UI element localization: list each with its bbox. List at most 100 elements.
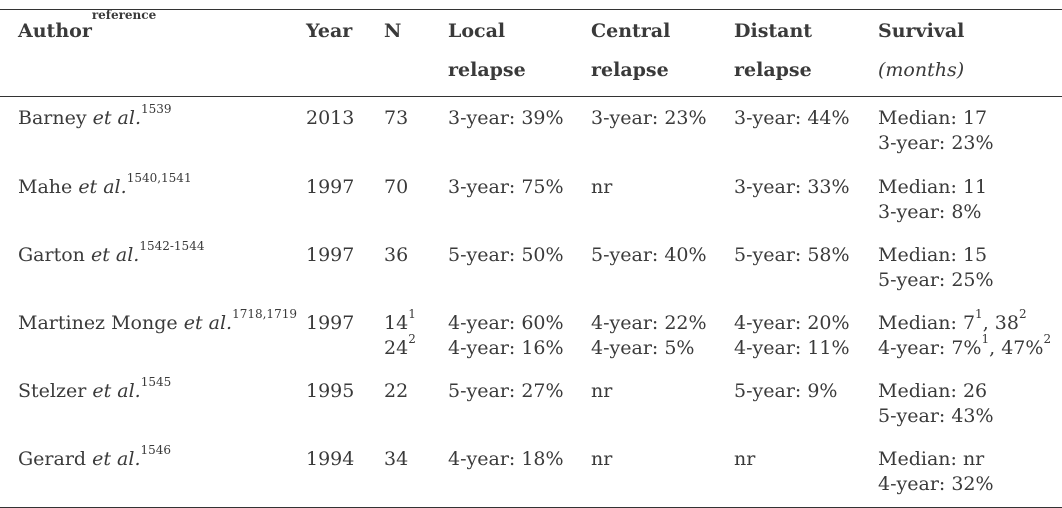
cell-year: 1997 (306, 175, 355, 198)
header-year-label: Year (306, 20, 353, 42)
results-table: Authorreference Year N Local relapse Cen… (0, 9, 1062, 508)
header-local-relapse: Local relapse (430, 10, 573, 97)
n-value: 36 (384, 243, 409, 266)
author-name: Mahe (18, 175, 73, 198)
central-value: 3-year: 23% (591, 107, 707, 129)
local-value: 5-year: 50% (448, 243, 564, 266)
n-superscript: 1 (408, 306, 416, 321)
cell-distant-relapse: 5-year: 58% (716, 234, 860, 302)
local-value: 4-year: 16% (448, 336, 564, 359)
author-etal: et al. (183, 311, 233, 334)
survival-superscript: 2 (1018, 306, 1027, 321)
author-etal: et al. (90, 243, 140, 266)
table-row: Garton et al.1542-1544 1997 36 5-year: 50% 5… (0, 234, 1062, 302)
reference-superscript: 1546 (140, 442, 172, 457)
cell-n: 36 (366, 234, 430, 302)
n-value: 70 (384, 175, 409, 198)
cell-author: Gerard et al.1546 (0, 438, 288, 508)
cell-survival: Median: 71, 382 4-year: 7%1, 47%2 (860, 302, 1062, 370)
survival-value: 4-year: 7%1, 47%2 (878, 333, 1062, 361)
cell-distant-relapse: 4-year: 20% 4-year: 11% (716, 302, 860, 370)
header-distant-relapse: Distant relapse (716, 10, 860, 97)
table-row: Barney et al.1539 2013 73 3-year: 39% 3-year… (0, 97, 1062, 166)
cell-local-relapse: 3-year: 75% (430, 166, 573, 234)
n-value-line: 36 (384, 243, 430, 268)
local-value: 4-year: 60% (448, 311, 564, 334)
n-value-line: 141 (384, 308, 430, 336)
n-value: 24 (384, 336, 409, 359)
central-value: 5-year: 40% (591, 243, 707, 266)
cell-central-relapse: nr (573, 166, 716, 234)
header-central-relapse: Central relapse (573, 10, 716, 97)
reference-superscript: 1718,1719 (232, 306, 297, 321)
cell-distant-relapse: 5-year: 9% (716, 370, 860, 438)
n-value-line: 34 (384, 447, 430, 472)
reference-superscript: 1545 (140, 374, 172, 389)
header-distant-line2: relapse (734, 59, 812, 81)
survival-value: 3-year: 8% (878, 200, 982, 223)
survival-value: 3-year: 23% (878, 132, 994, 154)
cell-central-relapse: nr (573, 438, 716, 508)
author-name: Martinez Monge (18, 311, 178, 334)
local-value: 3-year: 75% (448, 175, 564, 198)
cell-local-relapse: 3-year: 39% (430, 97, 573, 166)
cell-author: Mahe et al.1540,1541 (0, 166, 288, 234)
header-author: Authorreference (0, 9, 288, 97)
distant-value: 3-year: 33% (734, 175, 850, 198)
cell-n: 73 (366, 97, 430, 166)
n-value: 14 (384, 311, 409, 334)
results-table-container: Authorreference Year N Local relapse Cen… (0, 9, 1062, 508)
survival-value: 5-year: 25% (878, 268, 994, 291)
table-row: Martinez Monge et al.1718,1719 1997 141 242… (0, 302, 1062, 370)
survival-superscript: 1 (981, 331, 990, 346)
survival-value: 4-year: 32% (878, 472, 994, 495)
header-central-line1: Central (591, 20, 671, 42)
n-value: 34 (384, 447, 409, 470)
distant-value: 5-year: 9% (734, 379, 838, 402)
reference-superscript: 1539 (141, 102, 172, 116)
central-value: nr (591, 175, 613, 198)
cell-year: 1995 (306, 379, 355, 402)
cell-author: Garton et al.1542-1544 (0, 234, 288, 302)
header-survival-line1: Survival (878, 20, 965, 42)
n-value-line: 70 (384, 175, 430, 200)
survival-value: Median: 15 (878, 243, 988, 266)
distant-value: 3-year: 44% (734, 107, 850, 129)
reference-superscript: 1540,1541 (126, 170, 192, 185)
author-name: Stelzer (18, 379, 87, 402)
cell-n: 70 (366, 166, 430, 234)
survival-text: 4-year: 7% (878, 336, 982, 359)
survival-superscript: 2 (1043, 331, 1052, 346)
header-author-label: Author (18, 20, 92, 42)
local-value: 4-year: 18% (448, 447, 564, 470)
cell-year: 1994 (306, 447, 355, 470)
cell-survival: Median: 15 5-year: 25% (860, 234, 1062, 302)
cell-survival: Median: 26 5-year: 43% (860, 370, 1062, 438)
cell-n: 141 242 (366, 302, 430, 370)
cell-n: 34 (366, 438, 430, 508)
cell-year: 2013 (306, 107, 355, 129)
cell-local-relapse: 4-year: 60% 4-year: 16% (430, 302, 573, 370)
header-local-line2: relapse (448, 59, 526, 81)
cell-author: Stelzer et al.1545 (0, 370, 288, 438)
cell-year: 1997 (306, 243, 355, 266)
cell-central-relapse: 5-year: 40% (573, 234, 716, 302)
cell-distant-relapse: nr (716, 438, 860, 508)
cell-survival: Median: 17 3-year: 23% (860, 97, 1062, 166)
table-row: Stelzer et al.1545 1995 22 5-year: 27% nr 5-y… (0, 370, 1062, 438)
table-body: Barney et al.1539 2013 73 3-year: 39% 3-year… (0, 97, 1062, 508)
local-value: 3-year: 39% (448, 107, 564, 129)
header-n-label: N (384, 20, 402, 42)
header-survival: Survival (months) (860, 10, 1062, 97)
n-value: 22 (384, 379, 409, 402)
cell-survival: Median: nr 4-year: 32% (860, 438, 1062, 508)
survival-value: Median: 71, 382 (878, 308, 1062, 336)
cell-author: Barney et al.1539 (0, 97, 288, 166)
distant-value: 4-year: 20% (734, 311, 850, 334)
author-etal: et al. (92, 107, 142, 129)
central-value: 4-year: 5% (591, 336, 695, 359)
cell-n: 22 (366, 370, 430, 438)
survival-value: Median: 11 (878, 175, 988, 198)
survival-text: Median: 7 (878, 311, 976, 334)
header-central-line2: relapse (591, 59, 669, 81)
